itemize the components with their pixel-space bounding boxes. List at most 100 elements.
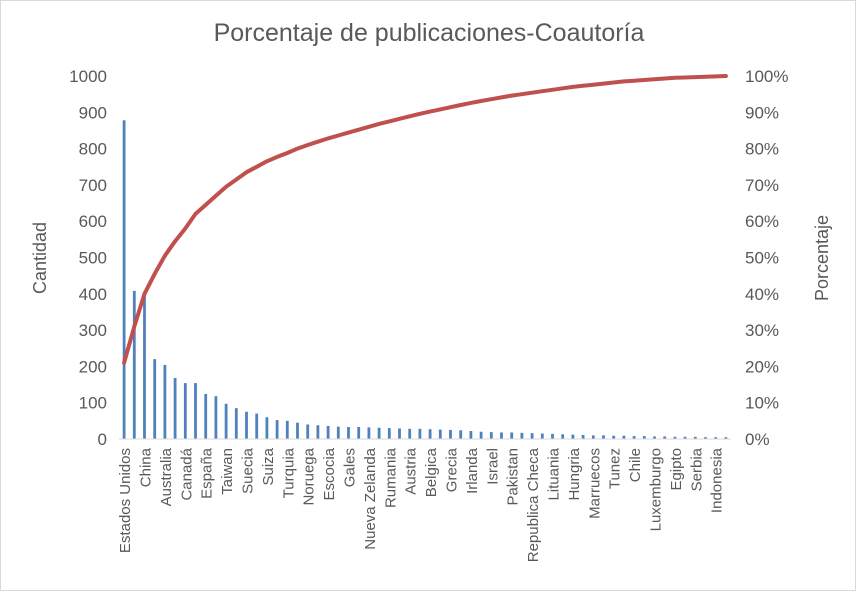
bar (285, 420, 289, 439)
x-tick-label: Noruega (301, 447, 318, 505)
bars-layer (122, 120, 728, 439)
x-tick-label: Gales (342, 448, 359, 487)
bar (724, 437, 728, 439)
x-tick-label: España (199, 447, 216, 499)
bar (132, 290, 136, 439)
bar (326, 425, 330, 439)
y2-tick-label: 40% (745, 285, 779, 304)
axis-layer: 0 100 200 300 400 500 600 700 800 900 1000 0% 10% 20%… (69, 67, 788, 562)
y-axis-label: Cantidad (30, 222, 50, 294)
bar (479, 431, 483, 439)
bar (571, 434, 575, 439)
bar (540, 433, 544, 439)
x-tick-label: Israel (484, 448, 501, 485)
bar (275, 420, 279, 439)
y-tick-label: 700 (79, 176, 107, 195)
bar (387, 428, 391, 439)
bar (449, 429, 452, 439)
x-tick-label: China (138, 447, 155, 487)
bar (357, 427, 361, 439)
bar (255, 413, 259, 439)
x-tick-label: Serbia (688, 447, 705, 491)
y-tick-label: 200 (79, 357, 107, 376)
x-tick-label: Turquia (280, 447, 297, 498)
x-tick-label: Nueva Zelanda (362, 447, 379, 549)
x-tick-label: Marruecos (586, 448, 603, 519)
bar (234, 408, 238, 439)
y2-tick-label: 50% (745, 249, 779, 268)
bar (581, 435, 585, 439)
bar (143, 295, 146, 439)
bar (214, 396, 218, 439)
y2-tick-label: 60% (745, 212, 779, 231)
x-tick-label: Chile (627, 448, 644, 482)
bar (204, 393, 208, 439)
x-tick-label: Indonesia (709, 447, 726, 513)
bar (194, 383, 197, 439)
bar (704, 437, 707, 439)
bar (347, 427, 350, 439)
bar (551, 433, 554, 439)
bar (469, 431, 473, 439)
x-tick-label: Tunez (607, 448, 624, 489)
line-layer (122, 74, 728, 365)
x-tick-label: Belgica (423, 447, 440, 497)
y2-axis-label: Porcentaje (812, 215, 832, 301)
y2-tick-label: 70% (745, 176, 779, 195)
x-tick-label: Luxemburgo (648, 448, 665, 531)
y2-tick-label: 0% (745, 430, 770, 449)
bar (428, 429, 432, 439)
x-tick-label: Suiza (260, 447, 277, 485)
bar (591, 435, 595, 439)
bar (530, 433, 534, 439)
bar (673, 436, 677, 439)
bar (173, 378, 177, 439)
y2-tick-label: 100% (745, 67, 788, 86)
y-tick-label: 600 (79, 212, 107, 231)
bar (438, 429, 442, 439)
y2-tick-label: 10% (745, 394, 779, 413)
bar (642, 436, 646, 439)
bar (459, 430, 463, 439)
cumulative-percentage-line (122, 74, 728, 365)
bar (163, 364, 167, 439)
x-tick-label: Irlanda (464, 447, 481, 494)
bar (602, 435, 605, 439)
bar (418, 428, 422, 439)
bar (153, 359, 157, 439)
bar (336, 426, 340, 439)
bar (632, 436, 636, 439)
x-tick-label: Lituania (546, 447, 563, 500)
bar (693, 436, 697, 439)
bar (714, 437, 718, 439)
bar (316, 425, 320, 439)
x-tick-label: Rumania (382, 447, 399, 508)
x-tick-label: Australia (158, 447, 175, 506)
x-tick-label: Suecia (240, 447, 257, 494)
bar (183, 383, 187, 439)
x-tick-label: Grecia (444, 447, 461, 492)
bar (653, 436, 656, 439)
y2-tick-label: 90% (745, 103, 779, 122)
x-tick-label: Hungria (566, 447, 583, 500)
bar (500, 432, 503, 439)
bar (622, 435, 626, 439)
bar (612, 435, 616, 439)
y-tick-label: 500 (79, 249, 107, 268)
y-tick-label: 0 (98, 430, 107, 449)
y2-tick-label: 30% (745, 321, 779, 340)
bar (224, 403, 228, 439)
bar (663, 436, 667, 439)
bar (306, 424, 310, 439)
bar (245, 411, 248, 439)
x-tick-label: Pakistan (505, 448, 522, 506)
y-tick-label: 1000 (69, 67, 107, 86)
chart-title: Porcentaje de publicaciones-Coautoría (213, 19, 645, 47)
x-tick-label: Canadá (178, 447, 195, 500)
bar (489, 432, 493, 439)
bar (296, 422, 299, 439)
bar (510, 432, 514, 439)
x-tick-label: Estados Unidos (117, 448, 134, 553)
